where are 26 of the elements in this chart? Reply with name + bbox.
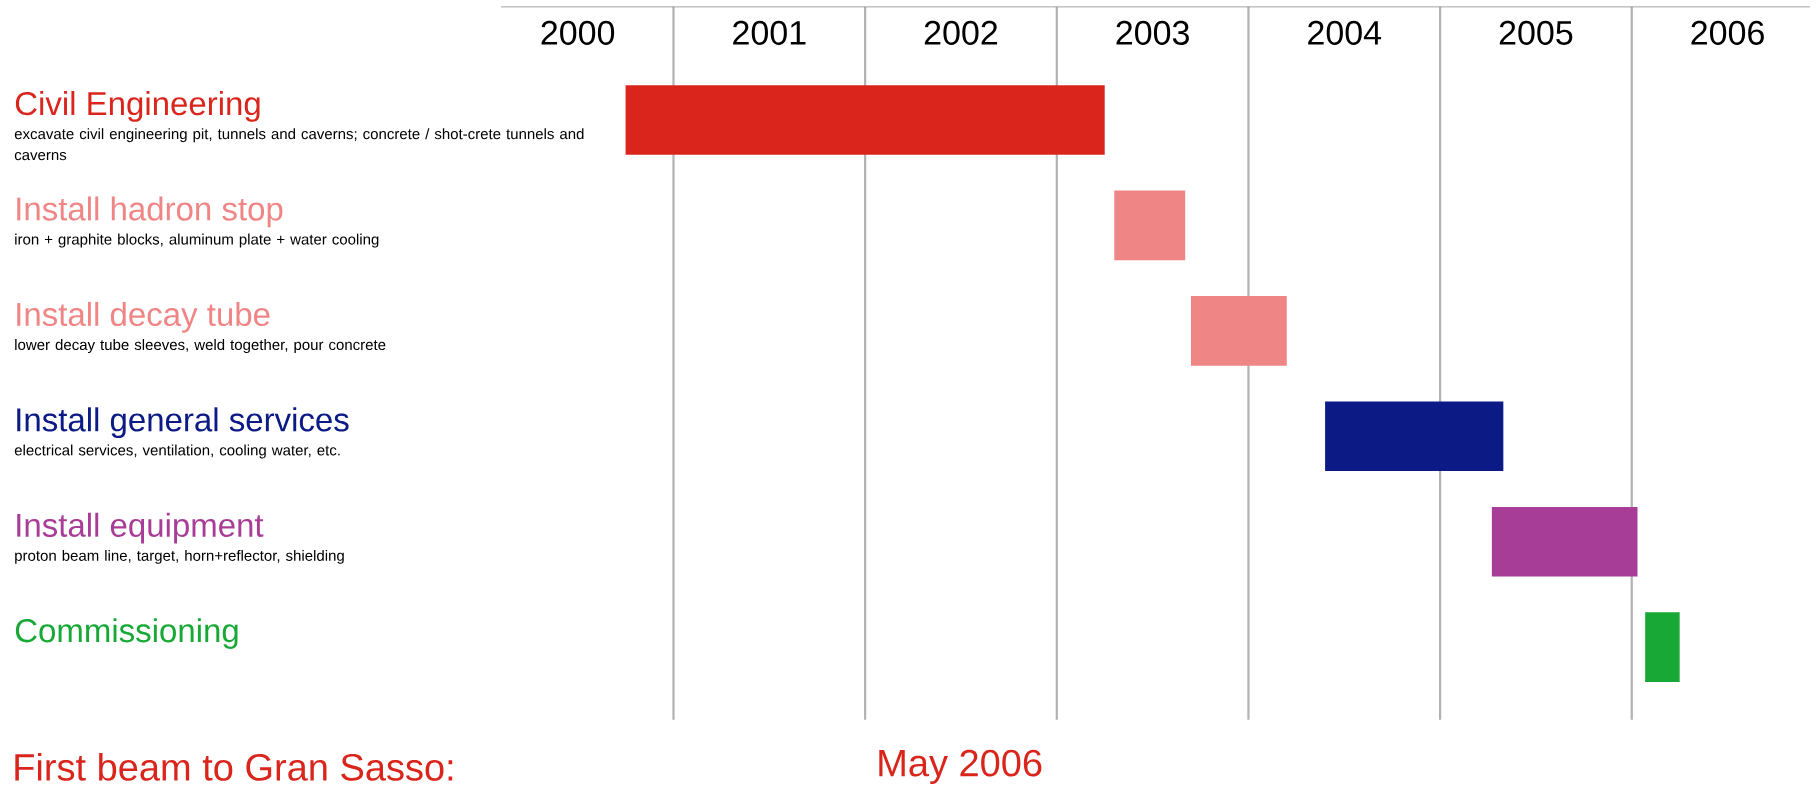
x-tick-label: 2002 [924, 20, 998, 45]
x-tick-label: 2000 [541, 20, 615, 45]
y-tick-label: Install hadron stop [17, 196, 283, 228]
x-tick-label: 2004 [1308, 20, 1382, 45]
bar [1325, 401, 1504, 472]
bar [1114, 190, 1186, 261]
y-tick-label: Commissioning [15, 618, 238, 649]
x-tick-label: 2003 [1116, 20, 1189, 45]
text: electrical services, ventilation, cooling water, etc. [14, 444, 340, 459]
y-tick-label: Civil Engineering [15, 91, 260, 122]
bar [625, 85, 1105, 155]
bar [1491, 506, 1638, 577]
text: lower decay tube sleeves, weld together, pour concrete [15, 339, 386, 354]
text: proton beam line, target, horn+reflector, shielding [15, 549, 344, 564]
text: iron + graphite blocks, aluminum plate + water cooling [15, 233, 379, 248]
text: May 2006 [879, 749, 1042, 785]
bar [1190, 296, 1287, 366]
y-tick-label: Install decay tube [17, 301, 270, 333]
annotation: excavate civil engineering pit, tunnels and caverns; concrete / shot-crete tunnels and caverns [14, 128, 584, 161]
y-tick-label: Install general services [17, 407, 349, 439]
x-tick-label: 2005 [1499, 20, 1573, 45]
text: First beam to Gran Sasso: [15, 752, 453, 781]
bar [1645, 612, 1680, 682]
x-tick-label: 2006 [1691, 20, 1764, 45]
y-tick-label: Install equipment [17, 512, 264, 544]
x-tick-label: 2001 [733, 20, 806, 45]
